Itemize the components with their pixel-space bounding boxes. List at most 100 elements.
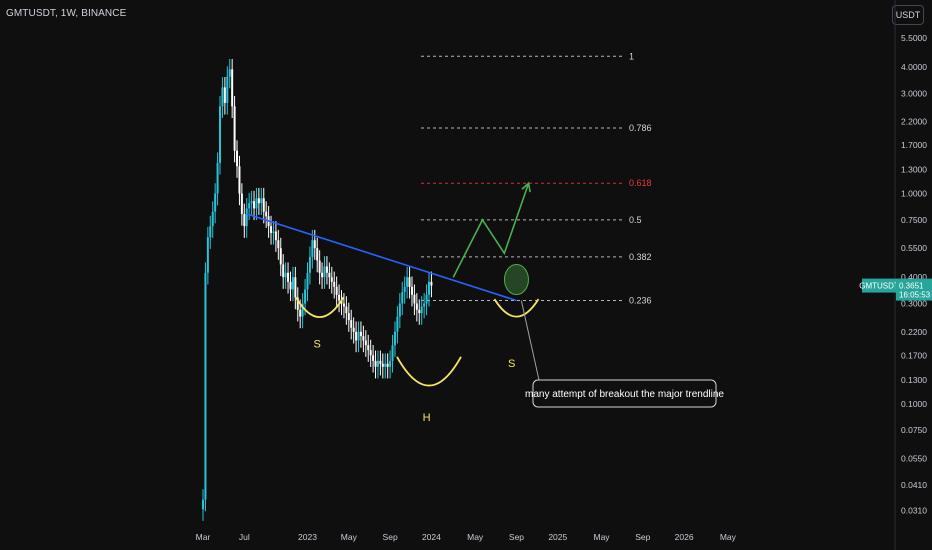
candle-body bbox=[228, 69, 231, 77]
symbol-title: GMTUSDT, 1W, BINANCE bbox=[6, 8, 127, 19]
candle-body bbox=[362, 336, 365, 341]
price-axis: 5.5000 4.0000 3.0000 2.2000 1.7000 1.3000 1.00… bbox=[894, 0, 927, 550]
trendline bbox=[246, 213, 517, 302]
candle-body bbox=[359, 331, 362, 337]
candle-body bbox=[384, 363, 387, 367]
candle-body bbox=[323, 266, 326, 278]
price-tick-label: 0.1700 bbox=[901, 350, 927, 360]
price-tick-label: 3.0000 bbox=[901, 88, 927, 98]
price-tick-label: 5.5000 bbox=[901, 33, 927, 43]
candle-body bbox=[236, 150, 239, 167]
candle-body bbox=[401, 292, 404, 304]
candle-body bbox=[325, 266, 328, 273]
candle-body bbox=[425, 294, 428, 304]
time-tick-label: 2023 bbox=[298, 532, 317, 542]
candle-body bbox=[226, 76, 229, 103]
fib-level-label: 0.382 bbox=[629, 252, 652, 262]
candle-body bbox=[413, 294, 416, 304]
candle-body bbox=[289, 281, 292, 290]
price-tick-label: 0.3000 bbox=[901, 298, 927, 308]
candles bbox=[202, 58, 433, 521]
candle-body bbox=[335, 286, 338, 295]
candle-body bbox=[423, 303, 426, 307]
breakout-attempt-highlight bbox=[503, 264, 529, 296]
projection-arrowhead bbox=[521, 181, 531, 193]
candle-body bbox=[284, 272, 287, 278]
candle-body bbox=[311, 240, 314, 257]
candle-body bbox=[272, 231, 275, 233]
candle-body bbox=[328, 272, 331, 278]
price-tick-label: 0.1000 bbox=[901, 399, 927, 409]
candle-body bbox=[306, 272, 309, 290]
price-tick-label: 1.3000 bbox=[901, 165, 927, 175]
time-tick-label: May bbox=[467, 532, 484, 542]
price-tick-label: 0.0310 bbox=[901, 506, 927, 516]
candle-body bbox=[381, 363, 384, 367]
candle-body bbox=[398, 303, 401, 317]
candle-body bbox=[355, 331, 358, 341]
candle-body bbox=[342, 303, 345, 307]
candle-body bbox=[352, 327, 355, 332]
candle-body bbox=[299, 309, 302, 317]
price-tick-label: 1.7000 bbox=[901, 140, 927, 150]
candle-body bbox=[214, 193, 217, 212]
candle-body bbox=[330, 277, 333, 282]
candle-body bbox=[420, 306, 423, 314]
time-tick-label: Sep bbox=[509, 532, 524, 542]
price-tick-label: 0.0750 bbox=[901, 425, 927, 435]
note-connector bbox=[520, 300, 540, 381]
candle-body bbox=[379, 360, 382, 364]
candle-body bbox=[287, 272, 290, 282]
time-axis: Mar Jul 2023 May Sep 2024 May Sep 2025 May Sep 2026… bbox=[196, 532, 737, 542]
candle-body bbox=[396, 316, 399, 332]
candle-body bbox=[304, 289, 307, 304]
candle-body bbox=[223, 87, 226, 103]
time-tick-label: Sep bbox=[635, 532, 650, 542]
candle-body bbox=[427, 281, 430, 295]
price-badge bbox=[896, 278, 932, 301]
time-tick-label: Sep bbox=[383, 532, 398, 542]
candle-body bbox=[243, 213, 246, 227]
candle-body bbox=[333, 281, 336, 287]
candle-body bbox=[308, 256, 311, 273]
price-tick-label: 0.0410 bbox=[901, 480, 927, 490]
candle-body bbox=[376, 360, 379, 367]
price-badge-value: 0.3651 bbox=[899, 282, 924, 291]
candle-body bbox=[369, 350, 372, 356]
note-text: many attempt of breakout the major trend… bbox=[525, 389, 724, 400]
candle-body bbox=[257, 198, 260, 204]
candle-body bbox=[260, 198, 263, 204]
price-badge-countdown: 16:05:53 bbox=[899, 291, 931, 300]
candle-body bbox=[216, 162, 219, 194]
price-tick-label: 0.0550 bbox=[901, 453, 927, 463]
currency-button[interactable]: USDT bbox=[892, 5, 924, 25]
candle-body bbox=[282, 264, 285, 278]
head-label: H bbox=[423, 412, 431, 424]
candle-body bbox=[403, 286, 406, 293]
price-tick-label: 2.2000 bbox=[901, 117, 927, 127]
price-tick-label: 4.0000 bbox=[901, 62, 927, 72]
candle-body bbox=[364, 340, 367, 346]
left-shoulder-label: S bbox=[314, 339, 321, 351]
left-shoulder-arc bbox=[294, 296, 345, 318]
candle-body bbox=[209, 226, 212, 238]
candle-body bbox=[345, 306, 348, 314]
projection-line bbox=[452, 182, 530, 278]
candle-body bbox=[250, 201, 253, 204]
candle-body bbox=[418, 309, 421, 314]
candle-body bbox=[221, 87, 224, 107]
time-tick-label: Jul bbox=[239, 532, 250, 542]
right-shoulder-label: S bbox=[508, 358, 515, 370]
candle-body bbox=[277, 240, 280, 249]
candle-body bbox=[245, 208, 248, 227]
candle-body bbox=[415, 303, 418, 310]
candle-body bbox=[262, 198, 265, 212]
candle-body bbox=[248, 203, 251, 209]
symbol-badge-label: GMTUSDT bbox=[859, 282, 899, 291]
candle-body bbox=[253, 201, 256, 209]
candle-body bbox=[350, 320, 353, 328]
candle-body bbox=[219, 106, 222, 163]
fib-level-label: 0.618 bbox=[629, 178, 652, 188]
